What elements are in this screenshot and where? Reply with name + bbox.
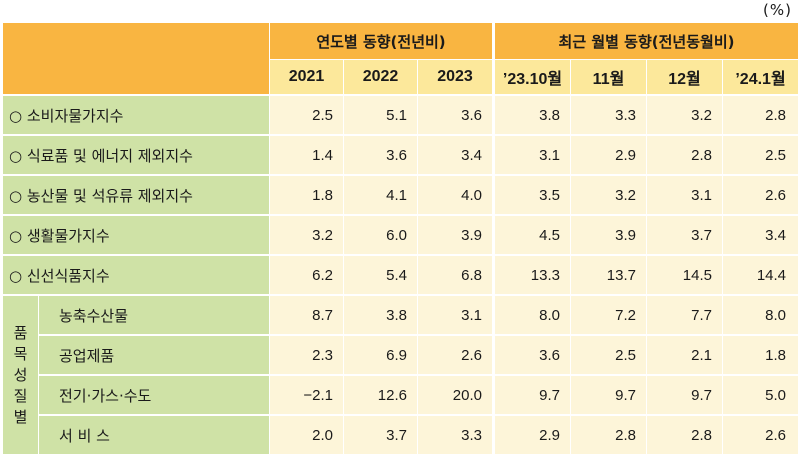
group-header-yearly: 연도별 동향(전년비)	[269, 22, 495, 60]
table-cell: 1.4	[269, 134, 344, 176]
table-cell: 20.0	[417, 374, 495, 416]
column-header: 2021	[269, 59, 344, 96]
table-cell: 3.7	[646, 214, 723, 256]
column-header: 12월	[646, 59, 723, 96]
row-label: ○ 생활물가지수	[2, 214, 270, 256]
table-cell: 2.5	[721, 134, 800, 176]
table-row: 공업제품 2.3 6.9 2.6 3.6 2.5 2.1 1.8	[3, 334, 800, 376]
table-row: ○ 소비자물가지수 2.5 5.1 3.6 3.8 3.3 3.2 2.8	[2, 94, 800, 136]
table-cell: 1.8	[721, 334, 800, 376]
column-header: 11월	[570, 59, 647, 96]
table-cell: 3.3	[570, 94, 647, 136]
table-row: 전기·가스·수도 −2.1 12.6 20.0 9.7 9.7 9.7 5.0	[3, 374, 800, 416]
table-cell: 9.7	[570, 374, 647, 416]
group-header-monthly: 최근 월별 동향(전년동월비)	[492, 22, 800, 60]
item-group-char: 품	[13, 323, 28, 342]
table-cell: 6.8	[417, 254, 495, 296]
row-label: 전기·가스·수도	[38, 374, 270, 416]
table-cell: 2.9	[570, 134, 647, 176]
table-cell: 6.2	[269, 254, 344, 296]
table-cell: 14.4	[721, 254, 800, 296]
table-cell: 2.1	[646, 334, 723, 376]
row-label: ○ 식료품 및 에너지 제외지수	[2, 134, 270, 176]
table-cell: 8.7	[269, 294, 344, 336]
table-cell: 2.6	[721, 174, 800, 216]
table-cell: −2.1	[269, 374, 344, 416]
table-cell: 14.5	[646, 254, 723, 296]
table-cell: 3.5	[493, 174, 571, 216]
table-row: 품 목 성 질 별 농축수산물 8.7 3.8 3.1 8.0 7.2 7.7 …	[2, 294, 800, 456]
table-cell: 3.1	[646, 174, 723, 216]
row-label: ○ 소비자물가지수	[2, 94, 270, 136]
table-row: ○ 신선식품지수 6.2 5.4 6.8 13.3 13.7 14.5 14.4	[2, 254, 800, 296]
table-cell: 7.7	[646, 294, 723, 336]
table-cell: 9.7	[646, 374, 723, 416]
row-label: ○ 농산물 및 석유류 제외지수	[2, 174, 270, 216]
table-cell: 1.8	[269, 174, 344, 216]
table-cell: 2.8	[570, 414, 647, 456]
table-cell: 2.3	[269, 334, 344, 376]
column-header: 2023	[417, 59, 495, 96]
table-cell: 2.8	[646, 134, 723, 176]
table-cell: 2.6	[417, 334, 495, 376]
table-cell: 3.8	[343, 294, 418, 336]
table-cell: 3.4	[721, 214, 800, 256]
table-cell: 3.6	[343, 134, 418, 176]
table-cell: 8.0	[493, 294, 571, 336]
table-cell: 13.7	[570, 254, 647, 296]
table-cell: 2.8	[721, 94, 800, 136]
table-cell: 3.8	[493, 94, 571, 136]
item-group-char: 성	[13, 365, 28, 384]
item-group-char: 질	[13, 386, 28, 405]
table-cell: 5.0	[721, 374, 800, 416]
column-header: ’24.1월	[721, 59, 800, 96]
row-label: ○ 신선식품지수	[2, 254, 270, 296]
table-cell: 3.6	[417, 94, 495, 136]
item-group-char: 목	[13, 344, 28, 363]
table-cell: 2.5	[570, 334, 647, 376]
table-cell: 2.9	[493, 414, 571, 456]
table-cell: 4.0	[417, 174, 495, 216]
table-cell: 3.9	[417, 214, 495, 256]
table-cell: 13.3	[493, 254, 571, 296]
table-cell: 12.6	[343, 374, 418, 416]
row-label: 공업제품	[38, 334, 270, 376]
table-cell: 9.7	[493, 374, 571, 416]
table-cell: 2.8	[646, 414, 723, 456]
table-cell: 4.5	[493, 214, 571, 256]
table-cell: 7.2	[570, 294, 647, 336]
table-cell: 2.0	[269, 414, 344, 456]
table-cell: 3.2	[269, 214, 344, 256]
table-row: ○ 식료품 및 에너지 제외지수 1.4 3.6 3.4 3.1 2.9 2.8…	[2, 134, 800, 176]
table-cell: 6.0	[343, 214, 418, 256]
table-cell: 3.9	[570, 214, 647, 256]
unit-label: (%)	[763, 1, 792, 19]
item-group-label: 품 목 성 질 별	[2, 294, 39, 456]
table-cell: 3.2	[570, 174, 647, 216]
table-cell: 3.2	[646, 94, 723, 136]
table-corner	[2, 22, 270, 96]
table-row: ○ 생활물가지수 3.2 6.0 3.9 4.5 3.9 3.7 3.4	[2, 214, 800, 256]
table-cell: 3.4	[417, 134, 495, 176]
table-cell: 3.1	[417, 294, 495, 336]
table-cell: 4.1	[343, 174, 418, 216]
item-group-char: 별	[13, 407, 28, 426]
table-cell: 5.4	[343, 254, 418, 296]
row-label: 농축수산물	[38, 294, 270, 336]
row-label: 서 비 스	[38, 414, 270, 456]
table-cell: 2.5	[269, 94, 344, 136]
table-cell: 3.6	[493, 334, 571, 376]
table-cell: 3.7	[343, 414, 418, 456]
column-header: 2022	[343, 59, 418, 96]
table-cell: 5.1	[343, 94, 418, 136]
table-cell: 3.1	[493, 134, 571, 176]
table-cell: 8.0	[721, 294, 800, 336]
table-cell: 3.3	[417, 414, 495, 456]
table-cell: 6.9	[343, 334, 418, 376]
price-index-table: 연도별 동향(전년비) 최근 월별 동향(전년동월비) 2021 2022 20…	[2, 22, 800, 456]
table-row: ○ 농산물 및 석유류 제외지수 1.8 4.1 4.0 3.5 3.2 3.1…	[2, 174, 800, 216]
table-row: 서 비 스 2.0 3.7 3.3 2.9 2.8 2.8 2.6	[3, 414, 800, 456]
table-cell: 2.6	[721, 414, 800, 456]
column-header: ’23.10월	[493, 59, 571, 96]
